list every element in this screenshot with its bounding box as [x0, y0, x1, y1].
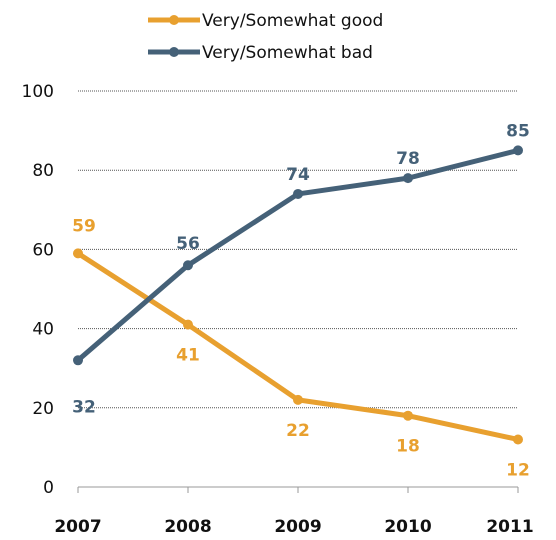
data-label-good-2010: 18: [396, 437, 420, 457]
data-label-bad-2008: 56: [176, 234, 200, 254]
x-tick-label-2010: 2010: [384, 517, 431, 537]
data-label-good-2007: 59: [72, 216, 96, 236]
data-point-good-2009: [293, 394, 303, 405]
y-tick-label-80: 80: [32, 161, 54, 181]
data-point-bad-2010: [403, 173, 413, 184]
legend: Very/Somewhat good Very/Somewhat bad: [148, 11, 383, 63]
legend-very-somewhat-good-label: Very/Somewhat good: [202, 11, 383, 31]
data-label-bad-2010: 78: [396, 149, 420, 169]
y-axis-ticks: 0 20 40 60 80 100: [22, 82, 54, 498]
data-label-good-2011: 12: [506, 460, 530, 480]
x-tick-label-2009: 2009: [274, 517, 321, 537]
data-point-bad-2009: [293, 188, 303, 199]
data-label-bad-2007: 32: [72, 397, 96, 417]
series-line-good: [75, 250, 521, 442]
y-tick-label-20: 20: [32, 399, 54, 419]
data-points: [73, 145, 523, 445]
y-tick-label-0: 0: [43, 478, 54, 498]
x-tick-label-2008: 2008: [164, 517, 211, 537]
x-tick-label-2011: 2011: [486, 517, 533, 537]
x-axis: 2007 2008 2009 2010 2011: [54, 486, 534, 537]
data-label-bad-2009: 74: [286, 165, 310, 185]
data-label-good-2008: 41: [176, 346, 200, 366]
x-tick-label-2007: 2007: [54, 517, 101, 537]
data-point-good-2008: [183, 319, 193, 330]
y-tick-label-100: 100: [22, 82, 54, 102]
data-label-bad-2011: 85: [506, 121, 530, 141]
data-point-good-2007: [73, 248, 83, 259]
legend-very-somewhat-bad-marker: [169, 47, 179, 57]
data-point-bad-2007: [73, 355, 83, 366]
y-tick-label-40: 40: [32, 320, 54, 340]
legend-very-somewhat-good-marker: [169, 15, 179, 25]
data-label-good-2009: 22: [286, 421, 310, 441]
data-point-bad-2011: [513, 145, 523, 156]
data-labels: 59 41 22 18 12 32 56 74 78 85: [72, 121, 530, 480]
legend-very-somewhat-bad-label: Very/Somewhat bad: [202, 43, 373, 63]
data-point-good-2011: [513, 434, 523, 445]
data-point-bad-2008: [183, 260, 193, 271]
data-point-good-2010: [403, 410, 413, 421]
y-tick-label-60: 60: [32, 240, 54, 260]
gridlines: [78, 90, 518, 409]
